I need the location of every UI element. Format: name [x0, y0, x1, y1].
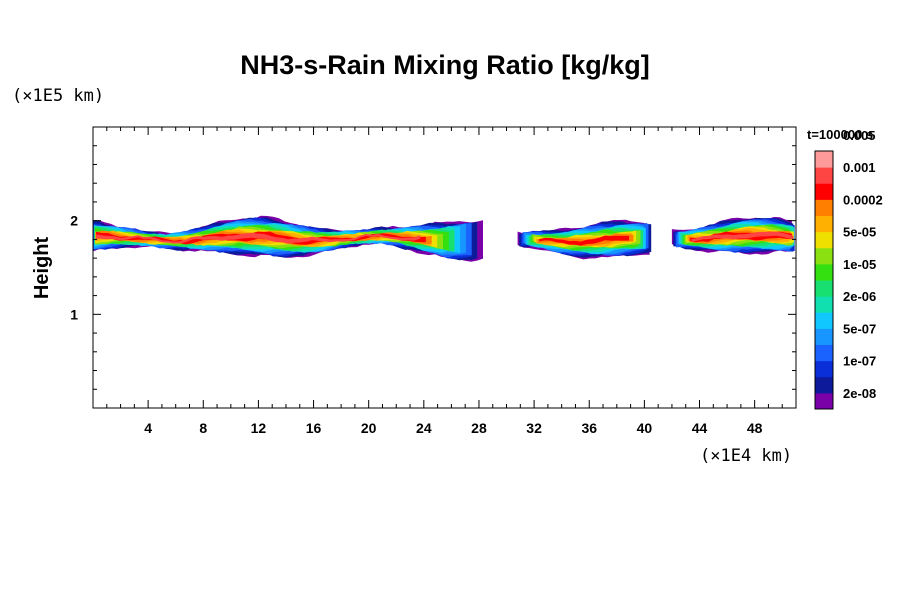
contour-band — [96, 232, 421, 244]
colorbar-swatch — [815, 360, 833, 378]
colorbar-swatch — [815, 183, 833, 200]
x-tick-label: 44 — [692, 420, 708, 436]
colorbar-label: 0.0002 — [843, 192, 883, 207]
x-tick-label: 28 — [471, 420, 487, 436]
contour-band — [539, 235, 630, 246]
colorbar-swatch — [815, 376, 833, 394]
plot-area: 4 8 12 16 20 24 28 32 36 40 44 48 12 — [70, 126, 797, 436]
colorbar-swatch — [815, 199, 833, 216]
x-tick-label: 24 — [416, 420, 432, 436]
colorbar-swatch — [815, 151, 833, 168]
colorbar-swatch — [815, 312, 833, 329]
x-tick-label: 48 — [747, 420, 763, 436]
colorbar-swatch — [815, 263, 833, 281]
x-tick-label: 20 — [361, 420, 377, 436]
colorbar-label: 2e-08 — [843, 386, 876, 401]
y-unit-label: (×1E5 km) — [12, 86, 104, 106]
x-tick-label: 32 — [526, 420, 542, 436]
y-axis: 12 — [70, 145, 796, 390]
y-tick-label: 1 — [70, 306, 78, 322]
colorbar-swatch — [815, 328, 833, 345]
colorbar-label: 0.001 — [843, 160, 876, 175]
colorbar-frame — [814, 150, 834, 410]
colorbar-swatch — [815, 392, 833, 410]
colorbar-label: 5e-05 — [843, 225, 876, 240]
x-unit-label: (×1E4 km) — [700, 446, 792, 466]
time-label: t=100000 s — [807, 127, 873, 142]
colorbar-swatch — [815, 296, 833, 313]
colorbar-swatch — [815, 344, 833, 362]
colorbar-label: 5e-07 — [843, 321, 876, 336]
colorbar-label: 1e-07 — [843, 354, 876, 369]
x-axis: 4 8 12 16 20 24 28 32 36 40 44 48 — [106, 127, 783, 436]
mixing-ratio-field — [93, 215, 795, 262]
colorbar-swatch — [815, 247, 833, 265]
colorbar-label: 2e-06 — [843, 289, 876, 304]
colorbar: 2e-08 1e-07 5e-07 2e-06 1e-05 5e-05 0.0002 0.00… — [814, 128, 883, 410]
colorbar-swatch — [815, 167, 833, 184]
y-axis-label: Height — [31, 237, 53, 300]
x-tick-label: 16 — [306, 420, 322, 436]
chart-title: NH3-s-Rain Mixing Ratio [kg/kg] — [240, 50, 650, 80]
x-tick-label: 8 — [199, 420, 207, 436]
y-tick-label: 2 — [70, 213, 78, 229]
x-tick-label: 4 — [144, 420, 152, 436]
colorbar-label: 1e-05 — [843, 257, 876, 272]
plot-frame — [92, 126, 797, 409]
colorbar-swatch — [815, 231, 833, 249]
colorbar-swatch — [815, 215, 833, 233]
colorbar-swatch — [815, 280, 833, 297]
colorbar-label: 0.005 — [843, 128, 876, 143]
contour-band — [691, 231, 794, 242]
x-tick-label: 12 — [251, 420, 267, 436]
x-tick-label: 36 — [581, 420, 597, 436]
x-tick-label: 40 — [637, 420, 653, 436]
